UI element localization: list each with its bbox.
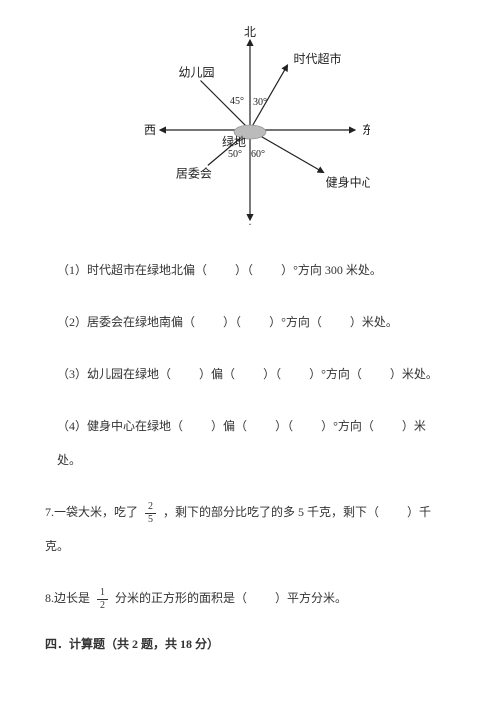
- svg-text:北: 北: [244, 25, 256, 39]
- svg-text:50°: 50°: [228, 149, 242, 160]
- svg-text:45°: 45°: [230, 96, 244, 107]
- svg-text:健身中心: 健身中心: [326, 175, 370, 190]
- question-4: （4）健身中心在绿地（ ）偏（ ）（ ）°方向（ ）米: [45, 411, 455, 441]
- q2-text: （2）居委会在绿地南偏（ ）（ ）°方向（ ）米处。: [57, 315, 398, 329]
- q1-text: （1）时代超市在绿地北偏（ ）（ ）°方向 300 米处。: [57, 263, 382, 277]
- direction-diagram: 北南 东 西 幼儿园 时代超市居委会健身中心 45° 30° 50° 60° 绿地: [45, 25, 455, 225]
- question-7: 7.一袋大米，吃了 25 ，剩下的部分比吃了的多 5 千克，剩下（ ）千: [45, 497, 455, 527]
- svg-text:居委会: 居委会: [176, 166, 212, 180]
- svg-text:绿地: 绿地: [222, 134, 246, 149]
- svg-text:东: 东: [362, 123, 370, 137]
- question-7-line2: 克。: [45, 531, 455, 561]
- svg-text:西: 西: [144, 123, 156, 137]
- question-4-line2: 处。: [45, 445, 455, 475]
- q4-text: （4）健身中心在绿地（ ）偏（ ）（ ）°方向（ ）米: [57, 419, 426, 433]
- question-3: （3）幼儿园在绿地（ ）偏（ ）（ ）°方向（ ）米处。: [45, 359, 455, 389]
- svg-text:60°: 60°: [251, 149, 265, 160]
- svg-text:南: 南: [244, 222, 256, 225]
- diagram-svg: 北南 东 西 幼儿园 时代超市居委会健身中心 45° 30° 50° 60° 绿地: [130, 25, 370, 225]
- question-1: （1）时代超市在绿地北偏（ ）（ ）°方向 300 米处。: [45, 255, 455, 285]
- fraction-1-2: 12: [97, 588, 108, 611]
- question-2: （2）居委会在绿地南偏（ ）（ ）°方向（ ）米处。: [45, 307, 455, 337]
- section-4-title: 四．计算题（共 2 题，共 18 分）: [45, 635, 455, 652]
- svg-text:30°: 30°: [253, 97, 267, 108]
- svg-text:时代超市: 时代超市: [294, 51, 342, 66]
- q3-text: （3）幼儿园在绿地（ ）偏（ ）（ ）°方向（ ）米处。: [57, 367, 438, 381]
- fraction-2-5: 25: [145, 502, 156, 525]
- question-8: 8.边长是 12 分米的正方形的面积是（ ）平方分米。: [45, 583, 455, 613]
- svg-text:幼儿园: 幼儿园: [179, 66, 215, 80]
